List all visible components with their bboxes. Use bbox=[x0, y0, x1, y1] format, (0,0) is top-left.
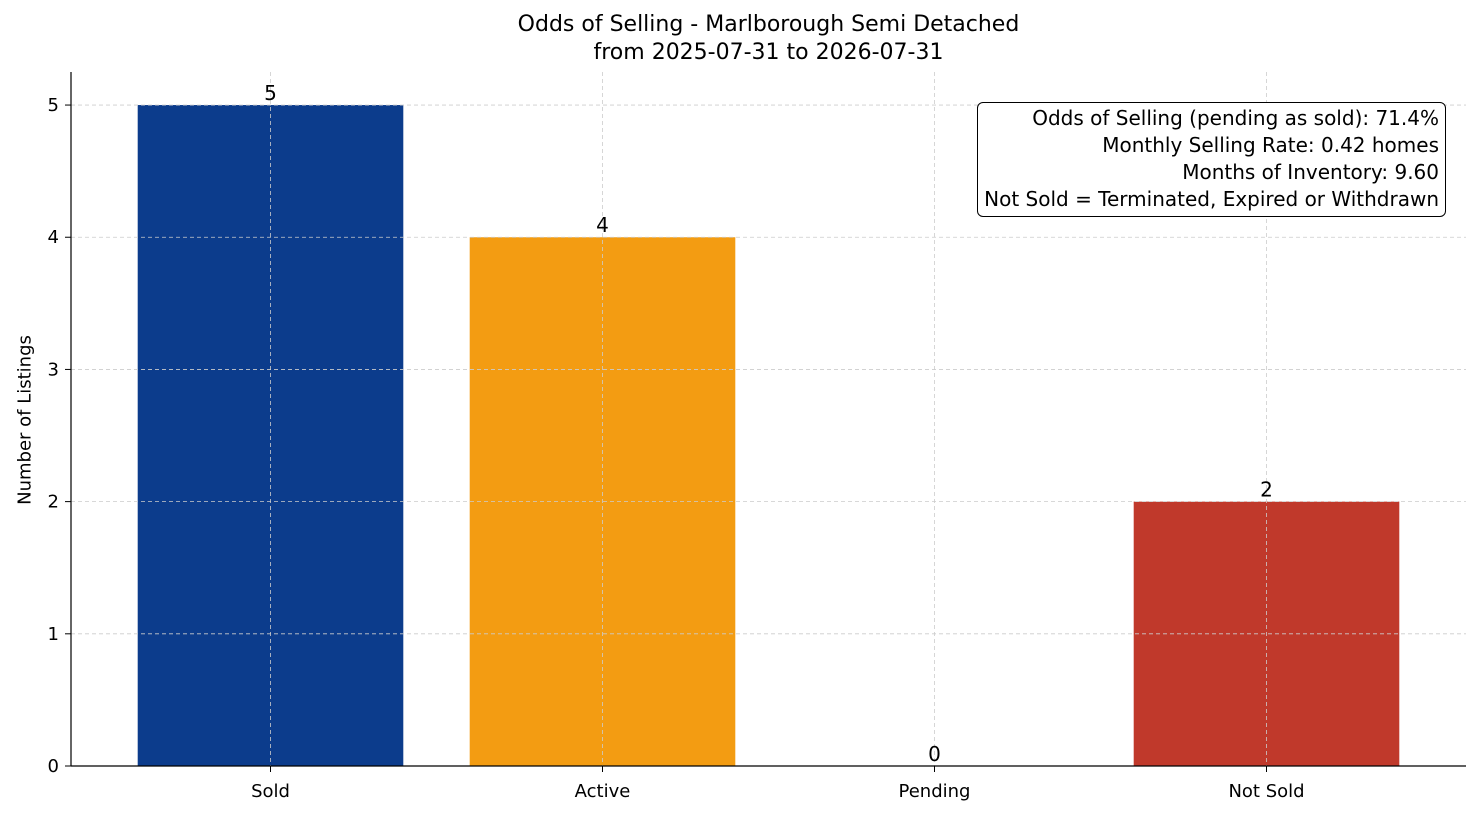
x-tick-label: Pending bbox=[899, 781, 971, 802]
x-tick-label: Active bbox=[575, 781, 631, 802]
chart-subtitle: from 2025-07-31 to 2026-07-31 bbox=[593, 40, 944, 65]
y-tick-label: 1 bbox=[48, 624, 59, 645]
chart-title: Odds of Selling - Marlborough Semi Detac… bbox=[517, 12, 1020, 37]
data-label: 0 bbox=[928, 742, 941, 766]
months-of-inventory-text: Months of Inventory: 9.60 bbox=[1182, 160, 1439, 184]
y-tick-label: 2 bbox=[48, 492, 59, 513]
not-sold-definition-text: Not Sold = Terminated, Expired or Withdr… bbox=[984, 187, 1439, 211]
odds-of-selling-text: Odds of Selling (pending as sold): 71.4% bbox=[1032, 106, 1439, 130]
data-label: 4 bbox=[596, 213, 609, 237]
data-label: 5 bbox=[264, 81, 277, 105]
data-label: 2 bbox=[1260, 478, 1273, 502]
bar-sold bbox=[137, 105, 404, 767]
y-axis-label: Number of Listings bbox=[14, 335, 36, 505]
x-tick-label: Sold bbox=[251, 781, 290, 802]
y-tick-label: 5 bbox=[48, 95, 59, 116]
x-tick-label: Not Sold bbox=[1228, 781, 1304, 802]
y-tick-label: 3 bbox=[48, 359, 59, 380]
stats-annotation-box: Odds of Selling (pending as sold): 71.4%… bbox=[977, 102, 1446, 217]
y-tick-label: 4 bbox=[48, 227, 59, 248]
y-tick-label: 0 bbox=[48, 756, 59, 777]
monthly-selling-rate-text: Monthly Selling Rate: 0.42 homes bbox=[1102, 133, 1439, 157]
